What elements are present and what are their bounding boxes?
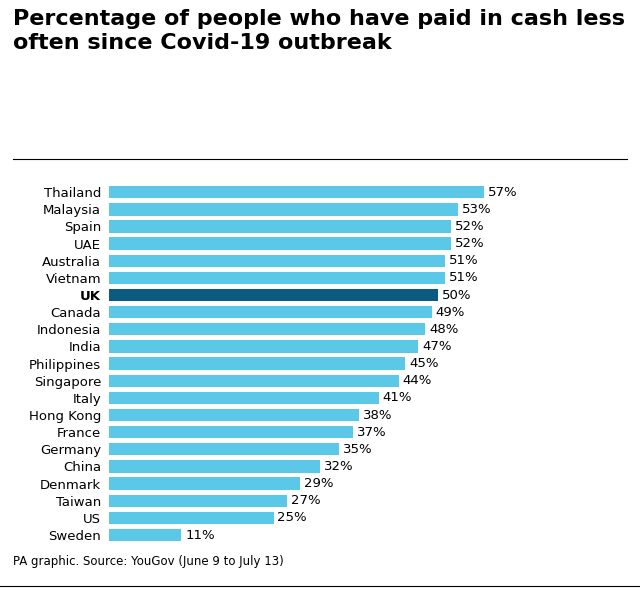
Text: 52%: 52% [455,220,485,233]
Text: 51%: 51% [449,254,478,267]
Bar [109,203,458,216]
Text: 48%: 48% [429,323,458,336]
Text: 25%: 25% [278,511,307,524]
Bar [109,358,405,370]
Text: 57%: 57% [488,186,518,199]
Bar [109,237,451,250]
Bar [109,495,287,507]
Bar [109,374,399,387]
Bar [109,460,319,472]
Bar [109,323,425,335]
Text: 32%: 32% [324,460,353,473]
Bar [109,340,419,353]
Text: 29%: 29% [304,477,333,490]
Text: 52%: 52% [455,237,485,250]
Bar [109,443,339,456]
Text: PA graphic. Source: YouGov (June 9 to July 13): PA graphic. Source: YouGov (June 9 to Ju… [13,555,284,568]
Bar [109,272,445,284]
Text: 50%: 50% [442,288,472,302]
Text: 45%: 45% [409,357,439,370]
Text: 47%: 47% [422,340,452,353]
Text: 35%: 35% [343,443,373,456]
Bar [109,477,300,490]
Text: 41%: 41% [383,391,412,404]
Bar [109,392,379,404]
Text: Percentage of people who have paid in cash less
often since Covid-19 outbreak: Percentage of people who have paid in ca… [13,9,625,53]
Text: 38%: 38% [363,409,392,421]
Text: 49%: 49% [436,306,465,319]
Text: 51%: 51% [449,272,478,284]
Text: 11%: 11% [185,528,215,542]
Bar [109,529,181,541]
Text: 27%: 27% [291,494,320,507]
Text: 37%: 37% [356,426,386,439]
Text: 44%: 44% [403,374,432,387]
Bar [109,306,431,319]
Bar [109,511,273,524]
Bar [109,289,438,301]
Bar [109,186,484,198]
Bar [109,426,353,438]
Text: 53%: 53% [462,203,492,216]
Bar [109,409,359,421]
Bar [109,255,445,267]
Bar [109,221,451,233]
